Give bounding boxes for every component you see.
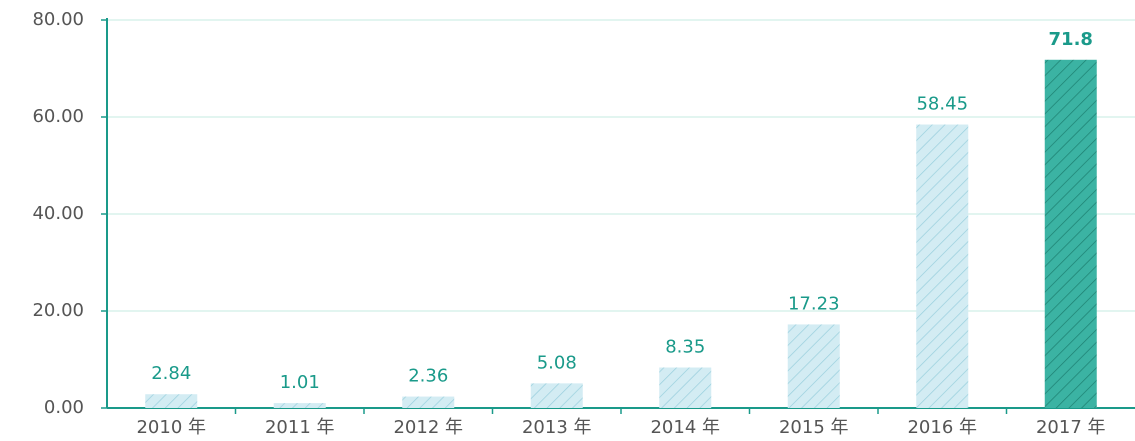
x-tick-label: 2016 年 xyxy=(907,417,977,438)
bar xyxy=(402,396,455,408)
bar xyxy=(273,403,326,408)
bar xyxy=(916,124,969,408)
bar xyxy=(145,394,198,408)
y-tick-label: 80.00 xyxy=(32,9,84,30)
data-label: 8.35 xyxy=(665,337,705,358)
bar xyxy=(787,324,840,408)
x-tick-label: 2012 年 xyxy=(393,417,463,438)
data-label: 2.36 xyxy=(408,366,448,387)
bar xyxy=(1044,59,1097,409)
data-label: 71.8 xyxy=(1049,29,1093,50)
data-label: 58.45 xyxy=(916,94,968,115)
data-label: 2.84 xyxy=(151,363,191,384)
x-tick-label: 2017 年 xyxy=(1036,417,1106,438)
bar xyxy=(659,367,712,408)
bar xyxy=(530,383,583,408)
y-tick-label: 40.00 xyxy=(32,203,84,224)
data-label: 5.08 xyxy=(537,352,577,373)
y-tick-label: 60.00 xyxy=(32,106,84,127)
x-tick-label: 2014 年 xyxy=(650,417,720,438)
y-tick-label: 0.00 xyxy=(44,397,84,418)
data-label: 17.23 xyxy=(788,293,840,314)
data-label: 1.01 xyxy=(280,372,320,393)
x-tick-label: 2010 年 xyxy=(136,417,206,438)
y-tick-label: 20.00 xyxy=(32,300,84,321)
x-tick-label: 2013 年 xyxy=(522,417,592,438)
x-tick-label: 2015 年 xyxy=(779,417,849,438)
x-tick-label: 2011 年 xyxy=(265,417,335,438)
